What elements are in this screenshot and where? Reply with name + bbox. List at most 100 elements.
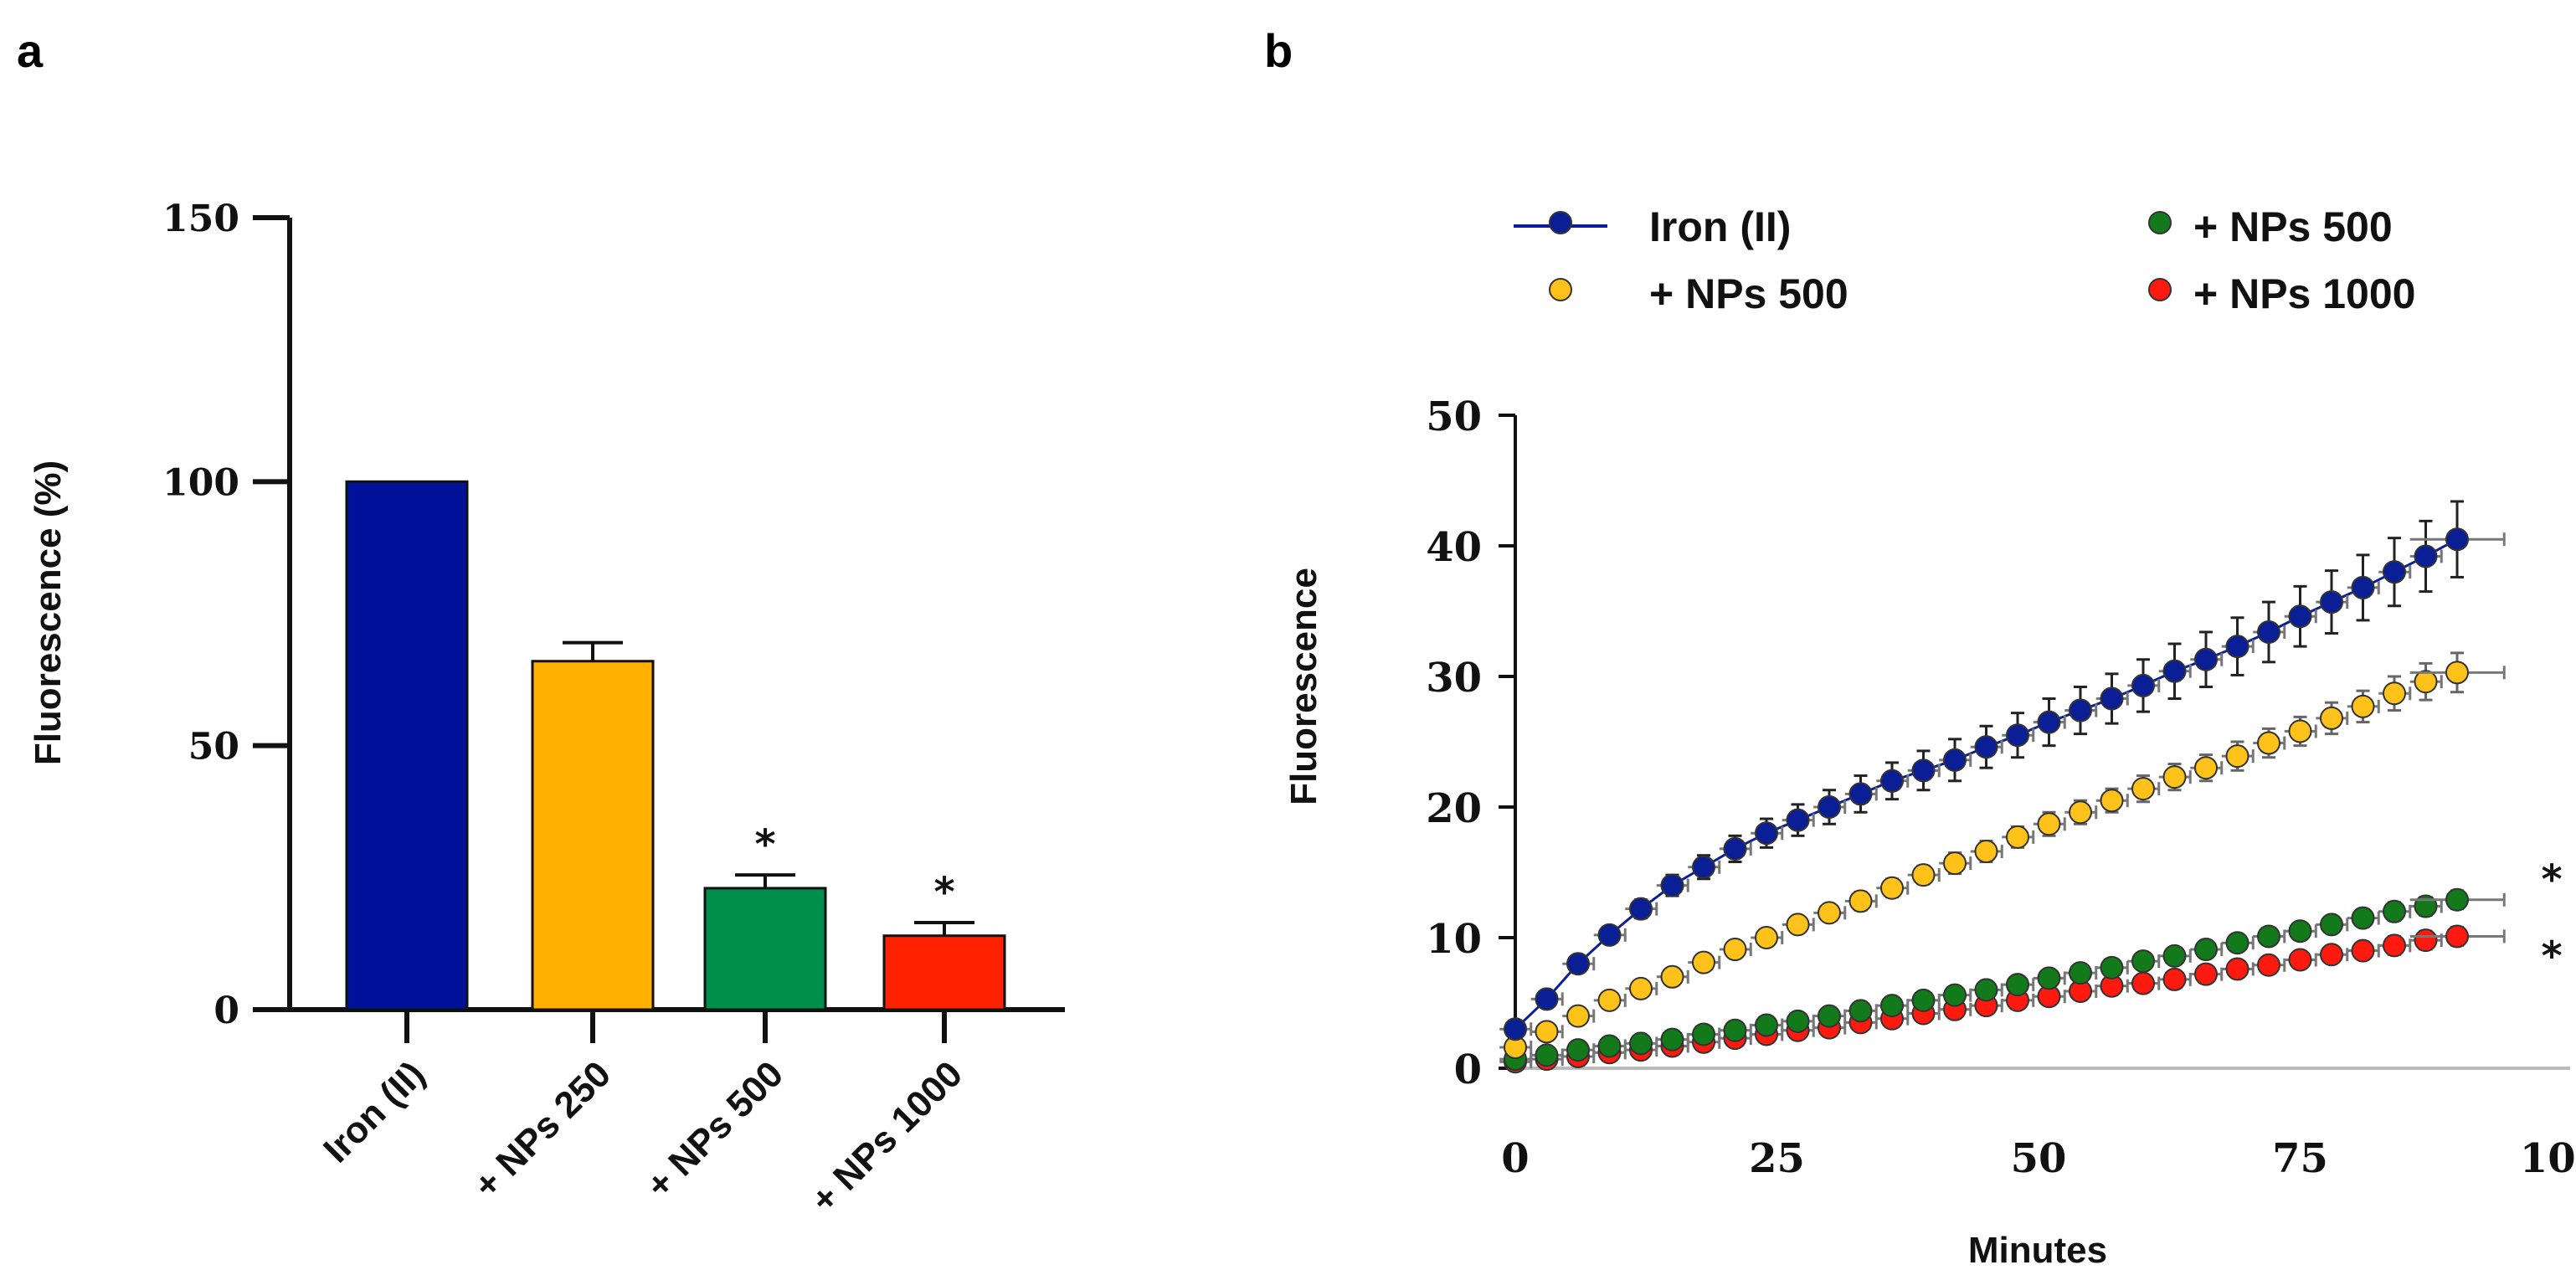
data-point-series-3: [1566, 1038, 1590, 1062]
data-point-series-2: [2131, 777, 2155, 801]
a-x-tick-label: + NPs 500: [639, 1053, 792, 1206]
data-point-series-2: [2006, 825, 2029, 849]
data-point-series-2: [1848, 889, 1873, 913]
legend-label: Iron (II): [1649, 203, 1791, 250]
data-point-series-2: [2100, 789, 2124, 813]
legend: Iron (II) + NPs 500 + NPs 500 + NPs 1000: [1514, 203, 2415, 317]
data-point-series-3: [2288, 919, 2312, 944]
data-point-series-2: [1692, 950, 1715, 974]
bar-1: [345, 480, 469, 1011]
b-x-tick-label: 50: [2011, 1135, 2067, 1182]
data-point-series-2: [1911, 863, 1936, 887]
data-point-series-1: [1723, 836, 1747, 861]
data-point-series-1: [1535, 987, 1559, 1011]
data-point-series-4: [2225, 957, 2250, 981]
data-point-series-1: [1848, 782, 1873, 806]
data-point-series-4: [2194, 962, 2218, 986]
data-point-series-1: [1974, 735, 1998, 759]
legend-marker: [2148, 278, 2172, 301]
a-y-tick-label: 100: [162, 461, 239, 504]
data-point-series-1: [1660, 873, 1684, 897]
b-y-axis-label: Fluorescence: [1283, 568, 1324, 805]
data-point-series-3: [2194, 938, 2218, 962]
legend-label: + NPs 1000: [2193, 270, 2415, 317]
data-point-series-3: [1943, 983, 1967, 1007]
significance-marker: *: [2541, 933, 2562, 979]
data-point-series-2: [2414, 670, 2438, 694]
data-point-series-4: [2383, 933, 2406, 958]
data-point-series-3: [1535, 1043, 1559, 1067]
data-point-series-3: [2069, 961, 2092, 985]
legend-label: + NPs 500: [1649, 270, 1848, 317]
data-point-series-1: [2383, 560, 2406, 584]
data-point-series-3: [1818, 1004, 1841, 1028]
legend-marker: [2148, 211, 2172, 234]
data-point-series-2: [2194, 756, 2218, 780]
panel-label-a: a: [17, 24, 44, 77]
data-point-series-2: [1786, 913, 1810, 937]
b-y-tick-label: 10: [1426, 916, 1482, 963]
bar-4: [882, 934, 1006, 1011]
data-point-series-3: [2445, 887, 2469, 912]
data-point-series-1: [2225, 635, 2250, 659]
data-point-series-4: [2320, 943, 2343, 967]
b-y-tick-label: 50: [1426, 393, 1482, 440]
significance-marker: *: [754, 821, 775, 868]
data-point-series-3: [2037, 966, 2061, 990]
data-point-series-2: [2037, 812, 2061, 836]
data-point-series-1: [2006, 723, 2029, 748]
data-point-series-1: [1566, 952, 1590, 976]
data-point-series-1: [2037, 710, 2061, 734]
data-point-series-2: [1943, 851, 1967, 876]
a-x-tick-label: + NPs 1000: [803, 1053, 970, 1221]
data-point-series-4: [2445, 924, 2469, 949]
data-point-series-1: [2288, 604, 2312, 629]
data-point-series-2: [1566, 1004, 1590, 1028]
data-point-series-1: [2257, 620, 2280, 644]
data-point-series-1: [1504, 1017, 1527, 1041]
data-point-series-2: [1597, 988, 1622, 1012]
legend-marker: [1549, 278, 1572, 301]
data-point-series-2: [1974, 840, 1998, 864]
data-point-series-3: [2320, 913, 2343, 937]
b-x-tick-label: 75: [2272, 1135, 2328, 1182]
data-point-series-4: [2162, 967, 2187, 991]
data-point-series-2: [1755, 926, 1778, 949]
b-x-tick-label: 0: [1501, 1135, 1529, 1182]
data-point-series-3: [2351, 906, 2375, 930]
data-point-series-1: [2351, 575, 2375, 599]
data-point-series-1: [2414, 544, 2438, 568]
data-point-series-2: [2225, 744, 2250, 769]
a-y-axis-label: Fluorescence (%): [28, 460, 69, 765]
data-point-series-1: [2100, 686, 2124, 711]
data-point-series-2: [2162, 765, 2187, 789]
data-point-series-3: [2006, 973, 2029, 997]
data-point-series-2: [2445, 661, 2469, 685]
data-point-series-3: [1692, 1022, 1715, 1046]
data-point-series-2: [1660, 964, 1684, 989]
bar-2: [531, 660, 655, 1011]
data-point-series-2: [2351, 694, 2375, 718]
b-x-tick-label: 100: [2520, 1135, 2576, 1182]
data-point-series-2: [2320, 706, 2343, 730]
bar-3: [703, 887, 827, 1011]
data-point-series-4: [2414, 928, 2438, 953]
data-point-series-4: [2288, 948, 2312, 972]
data-point-series-3: [1755, 1013, 1778, 1037]
data-point-series-4: [2257, 953, 2280, 977]
data-point-series-4: [2351, 938, 2375, 963]
data-point-series-2: [1723, 938, 1747, 962]
data-point-series-3: [1911, 988, 1936, 1012]
data-point-series-1: [1818, 795, 1841, 819]
data-point-series-3: [2257, 924, 2280, 949]
data-point-series-3: [2100, 955, 2124, 979]
b-y-tick-label: 30: [1426, 655, 1482, 702]
legend-label: + NPs 500: [2193, 203, 2393, 250]
data-point-series-1: [2069, 698, 2092, 722]
data-point-series-2: [2288, 719, 2312, 743]
b-y-tick-label: 40: [1426, 524, 1482, 571]
data-point-series-2: [1535, 1020, 1559, 1044]
data-point-series-2: [1880, 876, 1904, 900]
data-point-series-2: [2069, 800, 2092, 825]
